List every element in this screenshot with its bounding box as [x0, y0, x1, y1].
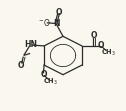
Text: CH$_3$: CH$_3$: [43, 76, 58, 87]
Text: O: O: [17, 61, 24, 70]
Text: O: O: [98, 41, 104, 50]
Text: HN: HN: [25, 40, 38, 49]
Text: $^+$: $^+$: [56, 19, 62, 24]
Text: O: O: [90, 31, 97, 40]
Text: CH$_3$: CH$_3$: [101, 47, 116, 58]
Text: $^-$O: $^-$O: [37, 17, 52, 28]
Text: O: O: [55, 8, 62, 17]
Text: O: O: [40, 70, 47, 79]
Text: N: N: [53, 19, 59, 28]
